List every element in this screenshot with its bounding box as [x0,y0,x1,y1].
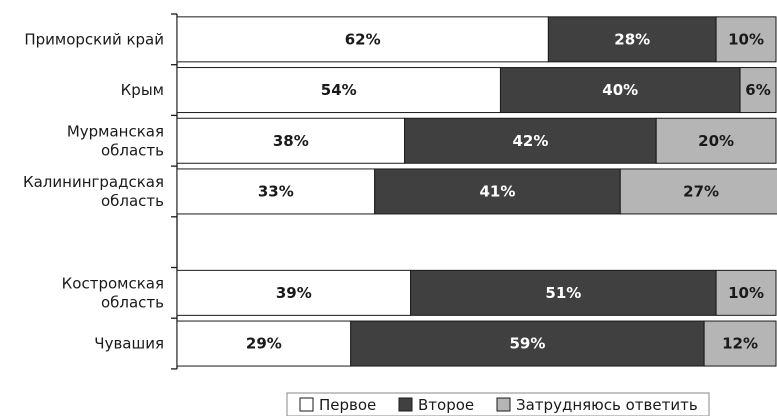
chart-category-labels-layer: Приморский крайКрымМурманскаяобластьКали… [23,30,164,352]
legend-label: Первое [319,396,376,414]
category-label: Приморский край [24,30,164,48]
data-label: 40% [602,81,638,99]
data-label: 12% [722,335,758,353]
chart-axis-layer [171,13,178,370]
bar-segment [703,320,777,367]
chart-legend: Первое Второе Затрудняюсь ответить [286,392,710,416]
bar-segment [374,168,621,215]
data-label: 62% [345,30,381,48]
bar-segment [176,117,406,164]
bar-segment [547,16,717,63]
bar-segment [739,67,777,114]
category-label: Калининградская [23,173,164,191]
bar-segment [655,117,777,164]
category-label: область [101,192,164,210]
data-label: 10% [728,284,764,302]
category-label: Мурманская [67,122,164,140]
category-label: Чувашия [94,335,164,353]
data-label: 38% [273,132,309,150]
data-label: 33% [258,182,294,200]
data-label: 29% [246,335,282,353]
legend-swatch [496,397,511,412]
data-label: 20% [698,132,734,150]
bar-segment [715,269,777,316]
data-label: 59% [509,335,545,353]
legend-swatch [299,397,314,412]
bar-segment [619,168,777,215]
chart-bars-layer: 62% 28% 10% 54% 40% 6% 38% 42% 20% 33% 41% 27% 39% 51… [176,16,777,367]
category-label: Крым [121,81,164,99]
data-label: 54% [321,81,357,99]
bar-segment [715,16,777,63]
bar-segment [176,168,376,215]
data-label: 6% [745,81,770,99]
legend-label: Затрудняюсь ответить [516,396,698,414]
bar-segment [404,117,657,164]
data-label: 39% [276,284,312,302]
bar-segment [499,67,741,114]
bar-segment [410,269,717,316]
legend-swatch [398,397,413,412]
data-label: 51% [545,284,581,302]
category-label: область [101,141,164,159]
data-label: 10% [728,30,764,48]
bar-segment [176,67,501,114]
data-label: 27% [683,182,719,200]
category-label: Костромская [62,274,164,292]
data-label: 28% [614,30,650,48]
category-label: область [101,293,164,311]
bar-segment [176,320,352,367]
bar-segment [350,320,705,367]
data-label: 42% [512,132,548,150]
data-label: 41% [480,182,516,200]
legend-label: Второе [418,396,474,414]
